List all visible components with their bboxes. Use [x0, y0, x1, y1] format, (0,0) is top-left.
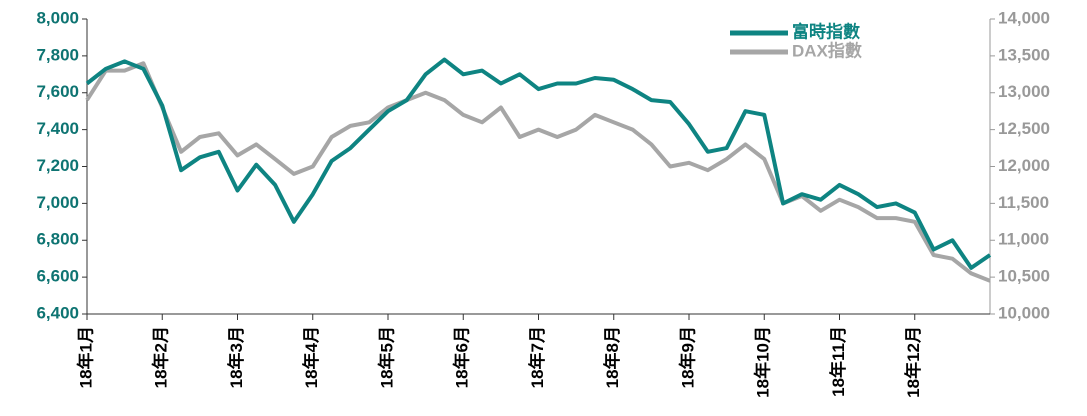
series-line — [85, 61, 991, 283]
y2-tick-label: 13,000 — [998, 82, 1050, 101]
x-tick-label: 18年12月 — [903, 326, 923, 398]
y-tick-label: 6,800 — [36, 230, 79, 249]
x-tick-label: 18年11月 — [828, 326, 848, 397]
legend-label: 富時指數 — [792, 21, 860, 41]
y-tick-label: 7,000 — [36, 193, 79, 212]
x-tick-label: 18年3月 — [226, 326, 246, 388]
y-tick-label: 7,800 — [36, 45, 79, 64]
x-tick-label: 18年9月 — [677, 326, 697, 388]
x-tick-label: 18年10月 — [753, 326, 773, 398]
y2-tick-label: 11,500 — [998, 193, 1049, 212]
legend-label: DAX指數 — [792, 40, 862, 60]
y2-tick-label: 12,000 — [998, 156, 1050, 175]
y-tick-label: 7,400 — [36, 119, 79, 138]
y-tick-label: 7,600 — [36, 82, 79, 101]
y2-tick-label: 14,000 — [998, 8, 1050, 27]
y-tick-label: 7,200 — [36, 156, 79, 175]
y2-tick-label: 10,500 — [998, 267, 1050, 286]
y-tick-label: 6,600 — [36, 267, 79, 286]
x-tick-label: 18年4月 — [301, 326, 321, 388]
y-tick-label: 6,400 — [36, 303, 79, 322]
y2-tick-label: 11,000 — [998, 230, 1049, 249]
x-tick-label: 18年8月 — [602, 326, 622, 388]
x-tick-label: 18年6月 — [452, 326, 472, 388]
y2-tick-label: 13,500 — [998, 45, 1050, 64]
series-line — [85, 57, 992, 270]
y2-tick-label: 10,000 — [998, 303, 1050, 322]
y2-tick-label: 12,500 — [998, 119, 1050, 138]
y-tick-label: 8,000 — [36, 8, 79, 27]
x-tick-label: 18年2月 — [151, 326, 171, 388]
x-tick-label: 18年7月 — [527, 326, 547, 388]
x-tick-label: 18年1月 — [75, 326, 95, 388]
x-tick-label: 18年5月 — [376, 326, 396, 388]
